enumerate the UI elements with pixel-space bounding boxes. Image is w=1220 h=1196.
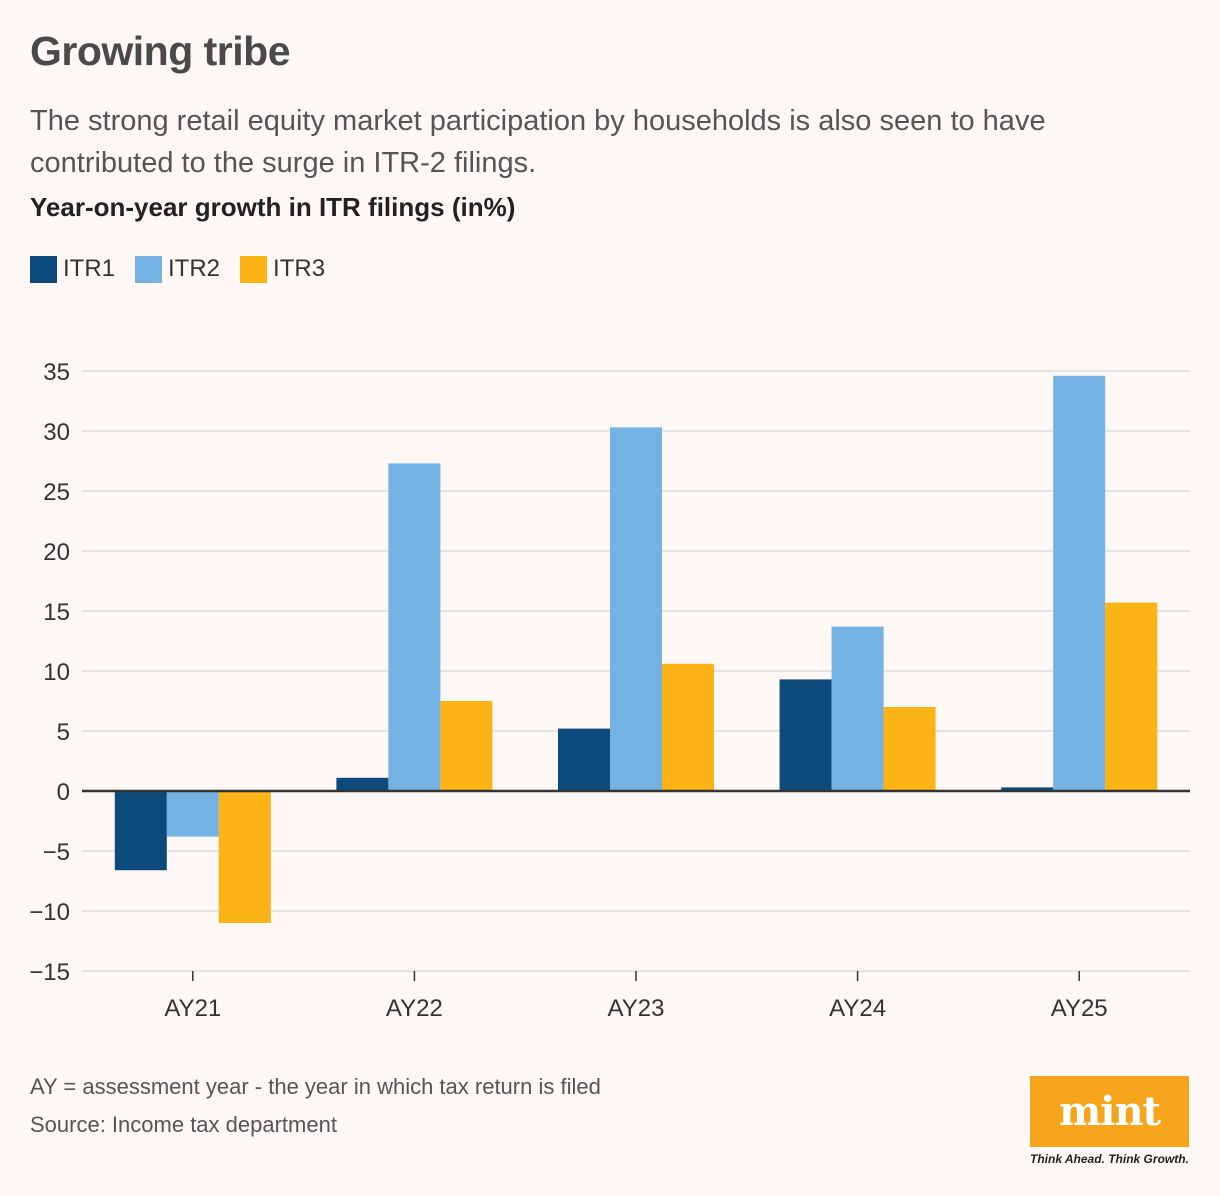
legend-swatch-itr1 <box>30 255 57 283</box>
legend-item-itr3: ITR3 <box>240 255 325 283</box>
legend-swatch-itr2 <box>135 255 163 283</box>
legend-label-itr3: ITR3 <box>273 255 326 282</box>
bar-itr3-ay25 <box>1105 602 1158 791</box>
y-tick-label: 30 <box>43 419 70 446</box>
y-tick-label: −15 <box>29 959 70 986</box>
y-tick-label: −5 <box>43 839 70 866</box>
footnote-ay: AY = assessment year - the year in which… <box>30 1074 601 1099</box>
bar-itr1-ay22 <box>336 777 389 791</box>
bar-chart: 35 30 25 20 15 10 5 0 −5 −10 −15 AY21 AY22 AY23 AY24 AY… <box>29 359 1190 1022</box>
y-tick-label: 20 <box>43 539 70 566</box>
y-tick-label: 5 <box>57 719 70 746</box>
bar-itr2-ay24 <box>831 626 884 791</box>
mint-tagline: Think Ahead. Think Growth. <box>1030 1152 1189 1166</box>
mint-logo: mint <box>1030 1076 1189 1147</box>
y-tick-label: 35 <box>43 359 70 386</box>
legend-item-itr1: ITR1 <box>30 255 115 283</box>
legend-label-itr2: ITR2 <box>168 255 221 282</box>
bar-itr3-ay22 <box>440 701 493 791</box>
bar-itr1-ay21 <box>114 791 167 871</box>
bar-itr3-ay21 <box>218 791 271 923</box>
chart-subtitle: The strong retail equity market particip… <box>30 105 1046 179</box>
x-tick-label-ay22: AY22 <box>386 995 443 1022</box>
legend: ITR1 ITR2 ITR3 <box>30 255 345 283</box>
chart-title: Growing tribe <box>30 28 291 74</box>
bar-itr3-ay23 <box>662 663 714 791</box>
bar-itr2-ay25 <box>1053 375 1106 791</box>
bar-itr1-ay23 <box>558 728 610 791</box>
bar-itr1-ay25 <box>1001 787 1054 791</box>
bar-itr2-ay21 <box>166 791 219 837</box>
y-tick-label: 25 <box>43 479 70 506</box>
bar-itr2-ay23 <box>610 427 662 791</box>
y-tick-label: 0 <box>57 779 70 806</box>
footnote-source: Source: Income tax department <box>30 1112 337 1137</box>
y-tick-label: 10 <box>43 659 70 686</box>
x-tick-label-ay24: AY24 <box>829 995 886 1022</box>
y-tick-label: 15 <box>43 599 70 626</box>
chart-heading: Year-on-year growth in ITR filings (in%) <box>30 192 516 222</box>
mint-logo-text: mint <box>1058 1088 1161 1135</box>
legend-item-itr2: ITR2 <box>135 255 220 283</box>
legend-swatch-itr3 <box>240 255 268 283</box>
bar-itr2-ay22 <box>388 463 441 791</box>
x-tick-label-ay25: AY25 <box>1051 995 1108 1022</box>
y-tick-label: −10 <box>29 899 70 926</box>
bar-itr1-ay24 <box>779 679 832 791</box>
legend-label-itr1: ITR1 <box>63 255 116 282</box>
x-tick-label-ay23: AY23 <box>608 995 665 1022</box>
bar-itr3-ay24 <box>883 707 936 791</box>
x-tick-label-ay21: AY21 <box>164 995 221 1022</box>
